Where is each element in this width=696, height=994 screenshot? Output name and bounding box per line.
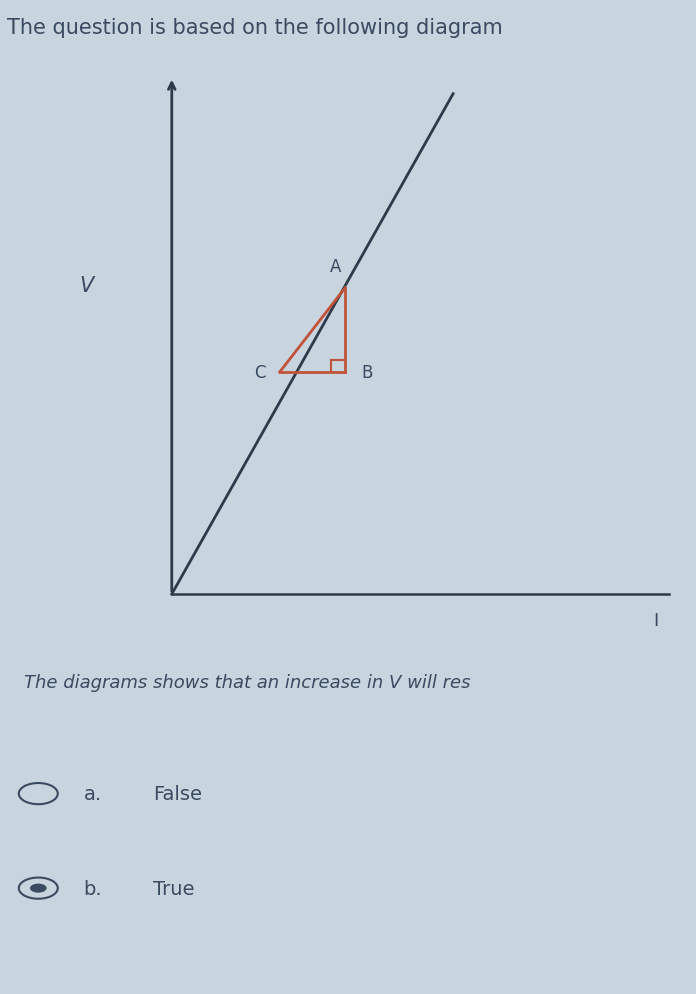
Text: True: True bbox=[153, 879, 195, 898]
Text: I: I bbox=[654, 611, 658, 629]
Text: B: B bbox=[361, 364, 373, 382]
Text: V: V bbox=[79, 275, 94, 295]
Circle shape bbox=[30, 884, 47, 893]
Text: The question is based on the following diagram: The question is based on the following d… bbox=[7, 18, 503, 38]
Text: The diagrams shows that an increase in V will res: The diagrams shows that an increase in V… bbox=[24, 673, 471, 691]
Text: b.: b. bbox=[84, 879, 102, 898]
Text: A: A bbox=[330, 258, 341, 276]
Text: False: False bbox=[153, 784, 202, 803]
Text: C: C bbox=[254, 364, 265, 382]
Text: a.: a. bbox=[84, 784, 102, 803]
